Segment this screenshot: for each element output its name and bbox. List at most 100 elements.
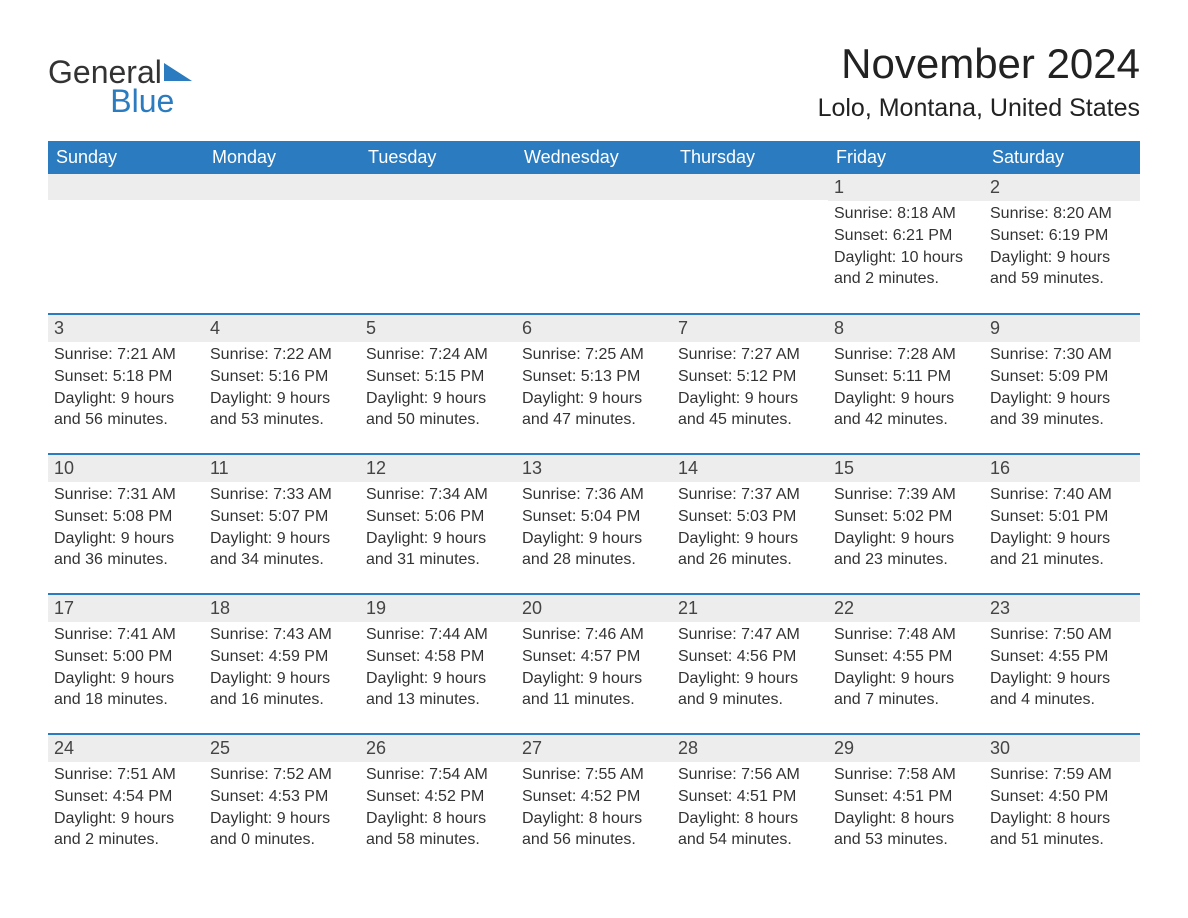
calendar-cell: 1Sunrise: 8:18 AMSunset: 6:21 PMDaylight…	[828, 174, 984, 314]
sunrise-line: Sunrise: 7:25 AM	[522, 344, 666, 366]
day-number: 22	[828, 595, 984, 622]
daylight-line: Daylight: 9 hours and 2 minutes.	[54, 808, 198, 851]
calendar-cell: 27Sunrise: 7:55 AMSunset: 4:52 PMDayligh…	[516, 734, 672, 874]
day-number: 20	[516, 595, 672, 622]
day-number: 5	[360, 315, 516, 342]
daylight-line: Daylight: 9 hours and 7 minutes.	[834, 668, 978, 711]
day-number: 6	[516, 315, 672, 342]
calendar-cell: 3Sunrise: 7:21 AMSunset: 5:18 PMDaylight…	[48, 314, 204, 454]
calendar-cell	[516, 174, 672, 314]
sunset-line: Sunset: 5:02 PM	[834, 506, 978, 528]
sunrise-line: Sunrise: 7:56 AM	[678, 764, 822, 786]
day-details: Sunrise: 7:24 AMSunset: 5:15 PMDaylight:…	[360, 342, 516, 436]
location-subtitle: Lolo, Montana, United States	[818, 94, 1140, 123]
calendar-cell: 21Sunrise: 7:47 AMSunset: 4:56 PMDayligh…	[672, 594, 828, 734]
sunset-line: Sunset: 6:19 PM	[990, 225, 1134, 247]
page-header: General Blue November 2024 Lolo, Montana…	[48, 40, 1140, 123]
sunset-line: Sunset: 4:51 PM	[834, 786, 978, 808]
day-details: Sunrise: 7:47 AMSunset: 4:56 PMDaylight:…	[672, 622, 828, 716]
day-details: Sunrise: 7:30 AMSunset: 5:09 PMDaylight:…	[984, 342, 1140, 436]
day-number-empty	[48, 174, 204, 200]
calendar-cell: 12Sunrise: 7:34 AMSunset: 5:06 PMDayligh…	[360, 454, 516, 594]
sunrise-line: Sunrise: 7:28 AM	[834, 344, 978, 366]
day-details: Sunrise: 7:52 AMSunset: 4:53 PMDaylight:…	[204, 762, 360, 856]
sunrise-line: Sunrise: 7:47 AM	[678, 624, 822, 646]
calendar-cell	[204, 174, 360, 314]
day-details: Sunrise: 7:43 AMSunset: 4:59 PMDaylight:…	[204, 622, 360, 716]
sunrise-line: Sunrise: 7:48 AM	[834, 624, 978, 646]
day-number: 8	[828, 315, 984, 342]
weekday-header: Tuesday	[360, 141, 516, 174]
day-number: 11	[204, 455, 360, 482]
calendar-cell: 2Sunrise: 8:20 AMSunset: 6:19 PMDaylight…	[984, 174, 1140, 314]
calendar-cell: 22Sunrise: 7:48 AMSunset: 4:55 PMDayligh…	[828, 594, 984, 734]
calendar-cell: 25Sunrise: 7:52 AMSunset: 4:53 PMDayligh…	[204, 734, 360, 874]
calendar-page: General Blue November 2024 Lolo, Montana…	[0, 0, 1188, 904]
sunset-line: Sunset: 4:58 PM	[366, 646, 510, 668]
day-number-empty	[204, 174, 360, 200]
sunset-line: Sunset: 4:54 PM	[54, 786, 198, 808]
daylight-line: Daylight: 9 hours and 11 minutes.	[522, 668, 666, 711]
sunrise-line: Sunrise: 7:54 AM	[366, 764, 510, 786]
sunrise-line: Sunrise: 7:24 AM	[366, 344, 510, 366]
calendar-cell: 5Sunrise: 7:24 AMSunset: 5:15 PMDaylight…	[360, 314, 516, 454]
daylight-line: Daylight: 9 hours and 13 minutes.	[366, 668, 510, 711]
day-number: 26	[360, 735, 516, 762]
day-details: Sunrise: 7:50 AMSunset: 4:55 PMDaylight:…	[984, 622, 1140, 716]
calendar-cell: 18Sunrise: 7:43 AMSunset: 4:59 PMDayligh…	[204, 594, 360, 734]
sunset-line: Sunset: 5:06 PM	[366, 506, 510, 528]
daylight-line: Daylight: 9 hours and 45 minutes.	[678, 388, 822, 431]
calendar-cell: 28Sunrise: 7:56 AMSunset: 4:51 PMDayligh…	[672, 734, 828, 874]
brand-text-blue: Blue	[110, 83, 174, 119]
daylight-line: Daylight: 8 hours and 51 minutes.	[990, 808, 1134, 851]
sunset-line: Sunset: 4:52 PM	[522, 786, 666, 808]
day-number: 10	[48, 455, 204, 482]
daylight-line: Daylight: 8 hours and 58 minutes.	[366, 808, 510, 851]
day-details: Sunrise: 7:34 AMSunset: 5:06 PMDaylight:…	[360, 482, 516, 576]
sunset-line: Sunset: 4:50 PM	[990, 786, 1134, 808]
sunset-line: Sunset: 5:11 PM	[834, 366, 978, 388]
sunrise-line: Sunrise: 8:18 AM	[834, 203, 978, 225]
sunrise-line: Sunrise: 7:22 AM	[210, 344, 354, 366]
brand-logo-text: General Blue	[48, 58, 194, 116]
weekday-header: Monday	[204, 141, 360, 174]
month-title: November 2024	[818, 40, 1140, 88]
sunrise-line: Sunrise: 7:50 AM	[990, 624, 1134, 646]
sunrise-line: Sunrise: 7:55 AM	[522, 764, 666, 786]
sunrise-line: Sunrise: 7:40 AM	[990, 484, 1134, 506]
title-block: November 2024 Lolo, Montana, United Stat…	[818, 40, 1140, 123]
daylight-line: Daylight: 9 hours and 4 minutes.	[990, 668, 1134, 711]
daylight-line: Daylight: 10 hours and 2 minutes.	[834, 247, 978, 290]
day-details: Sunrise: 7:36 AMSunset: 5:04 PMDaylight:…	[516, 482, 672, 576]
day-number: 2	[984, 174, 1140, 201]
day-number: 21	[672, 595, 828, 622]
calendar-cell: 29Sunrise: 7:58 AMSunset: 4:51 PMDayligh…	[828, 734, 984, 874]
daylight-line: Daylight: 9 hours and 18 minutes.	[54, 668, 198, 711]
calendar-cell: 7Sunrise: 7:27 AMSunset: 5:12 PMDaylight…	[672, 314, 828, 454]
calendar-table: SundayMondayTuesdayWednesdayThursdayFrid…	[48, 141, 1140, 874]
day-number: 25	[204, 735, 360, 762]
sunrise-line: Sunrise: 8:20 AM	[990, 203, 1134, 225]
sunset-line: Sunset: 6:21 PM	[834, 225, 978, 247]
day-number: 30	[984, 735, 1140, 762]
daylight-line: Daylight: 9 hours and 26 minutes.	[678, 528, 822, 571]
sunset-line: Sunset: 4:56 PM	[678, 646, 822, 668]
day-details: Sunrise: 7:54 AMSunset: 4:52 PMDaylight:…	[360, 762, 516, 856]
sunset-line: Sunset: 5:03 PM	[678, 506, 822, 528]
calendar-cell	[672, 174, 828, 314]
day-details: Sunrise: 7:25 AMSunset: 5:13 PMDaylight:…	[516, 342, 672, 436]
day-details: Sunrise: 7:44 AMSunset: 4:58 PMDaylight:…	[360, 622, 516, 716]
daylight-line: Daylight: 9 hours and 53 minutes.	[210, 388, 354, 431]
day-details: Sunrise: 7:46 AMSunset: 4:57 PMDaylight:…	[516, 622, 672, 716]
weekday-header: Sunday	[48, 141, 204, 174]
day-details: Sunrise: 7:51 AMSunset: 4:54 PMDaylight:…	[48, 762, 204, 856]
sunset-line: Sunset: 5:08 PM	[54, 506, 198, 528]
daylight-line: Daylight: 9 hours and 31 minutes.	[366, 528, 510, 571]
day-details: Sunrise: 7:31 AMSunset: 5:08 PMDaylight:…	[48, 482, 204, 576]
sunset-line: Sunset: 5:01 PM	[990, 506, 1134, 528]
day-number: 12	[360, 455, 516, 482]
calendar-cell: 26Sunrise: 7:54 AMSunset: 4:52 PMDayligh…	[360, 734, 516, 874]
day-number: 17	[48, 595, 204, 622]
day-details: Sunrise: 7:56 AMSunset: 4:51 PMDaylight:…	[672, 762, 828, 856]
brand-logo: General Blue	[48, 40, 194, 116]
